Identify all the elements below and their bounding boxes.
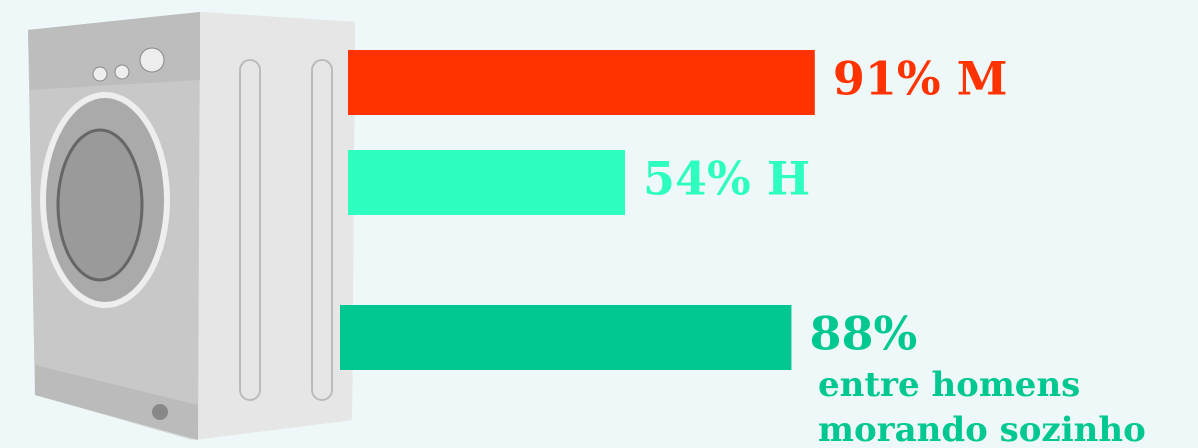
annotation: entre homens bbox=[818, 365, 1080, 405]
value-label: 88% bbox=[809, 307, 917, 361]
washing-machine bbox=[28, 12, 355, 440]
value-label: 91% M bbox=[833, 52, 1008, 106]
bar bbox=[340, 305, 791, 370]
annotation: morando sozinho bbox=[818, 410, 1146, 448]
chart: 91% M 54% H 88%entre homens morando sozinho bbox=[0, 0, 1198, 448]
bar bbox=[348, 150, 625, 215]
page: 91% M 54% H 88%entre homens morando sozinho… bbox=[0, 0, 1198, 448]
value-label: 54% H bbox=[643, 152, 810, 206]
bar bbox=[348, 50, 815, 115]
